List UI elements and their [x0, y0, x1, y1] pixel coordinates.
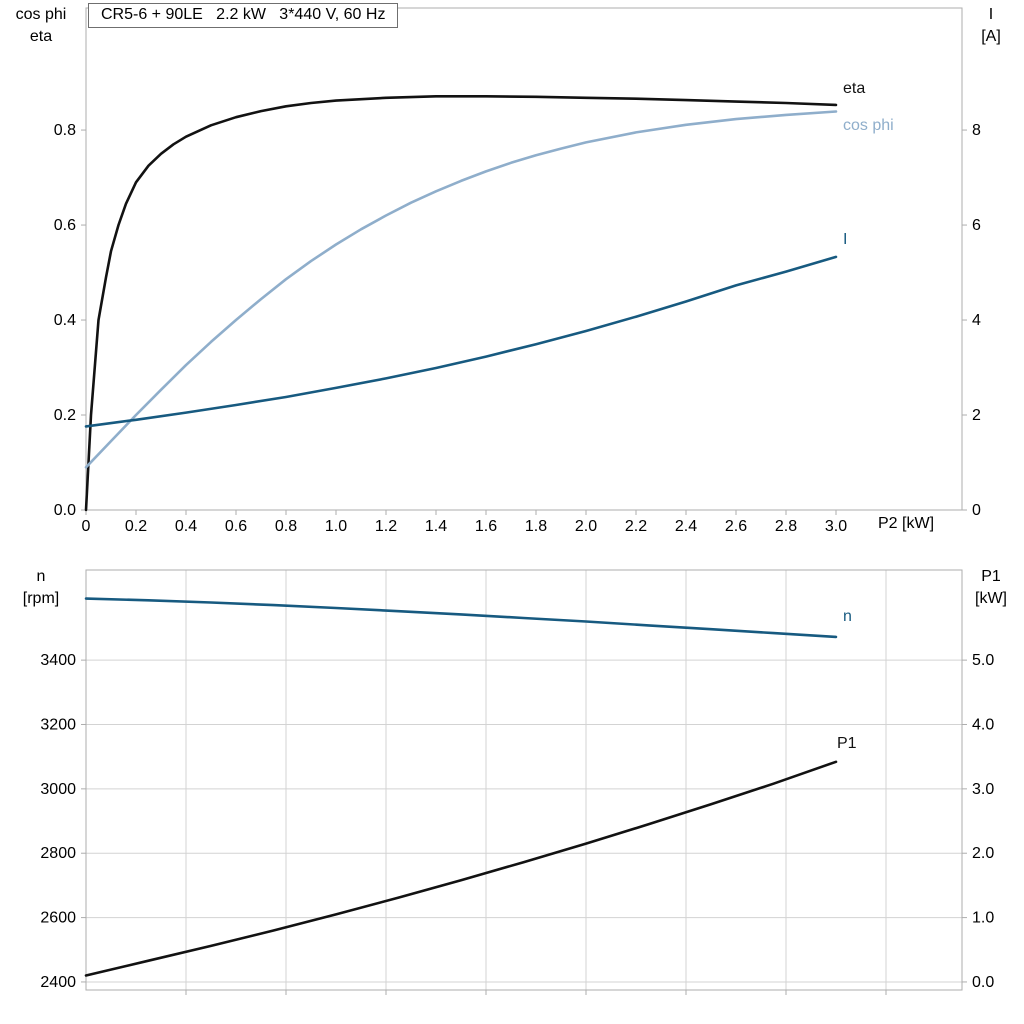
svg-text:6: 6 — [972, 217, 981, 234]
cosphi-axis-label: cos phi — [15, 6, 67, 23]
x-axis-label: P2 [kW] — [878, 515, 935, 532]
svg-text:1.0: 1.0 — [972, 910, 994, 927]
chart-title-box: CR5-6 + 90LE 2.2 kW 3*440 V, 60 Hz — [88, 3, 399, 28]
rpm-unit-label: [rpm] — [22, 590, 60, 607]
eta-axis-label: eta — [29, 28, 53, 45]
svg-text:2.0: 2.0 — [972, 845, 994, 862]
svg-text:0.8: 0.8 — [54, 122, 76, 139]
svg-text:0.4: 0.4 — [54, 312, 76, 329]
svg-text:0.2: 0.2 — [54, 407, 76, 424]
kw-unit-label: [kW] — [975, 590, 1007, 607]
svg-text:5.0: 5.0 — [972, 652, 994, 669]
curve-label-power: P1 — [837, 735, 857, 752]
speed-axis-label: n — [36, 568, 46, 585]
power-axis-label: P1 — [981, 568, 1001, 585]
svg-text:0.4: 0.4 — [175, 518, 197, 535]
svg-text:1.8: 1.8 — [525, 518, 547, 535]
svg-text:2.8: 2.8 — [775, 518, 797, 535]
svg-text:4.0: 4.0 — [972, 716, 994, 733]
svg-text:0.0: 0.0 — [972, 974, 994, 991]
svg-text:0: 0 — [972, 502, 981, 519]
svg-text:1.0: 1.0 — [325, 518, 347, 535]
svg-text:0: 0 — [82, 518, 91, 535]
svg-text:3200: 3200 — [40, 716, 76, 733]
svg-text:2800: 2800 — [40, 845, 76, 862]
svg-text:2600: 2600 — [40, 910, 76, 927]
curve-label-speed: n — [843, 608, 852, 625]
bottom-right-axis-title: P1 [kW] — [962, 566, 1020, 610]
svg-text:0.8: 0.8 — [275, 518, 297, 535]
svg-text:2.6: 2.6 — [725, 518, 747, 535]
bottom-left-axis-title: n [rpm] — [2, 566, 80, 610]
curve-label-cos-phi: cos phi — [843, 117, 894, 134]
svg-text:2: 2 — [972, 407, 981, 424]
svg-text:2.2: 2.2 — [625, 518, 647, 535]
current-axis-label: I — [988, 6, 994, 23]
svg-text:4: 4 — [972, 312, 981, 329]
svg-text:0.0: 0.0 — [54, 502, 76, 519]
svg-text:3400: 3400 — [40, 652, 76, 669]
svg-text:2400: 2400 — [40, 974, 76, 991]
svg-text:2.0: 2.0 — [575, 518, 597, 535]
svg-text:3000: 3000 — [40, 781, 76, 798]
top-left-axis-title: cos phi eta — [2, 4, 80, 48]
svg-text:0.2: 0.2 — [125, 518, 147, 535]
svg-text:1.2: 1.2 — [375, 518, 397, 535]
top-right-axis-title: I [A] — [962, 4, 1020, 48]
svg-text:0.6: 0.6 — [54, 217, 76, 234]
svg-text:1.4: 1.4 — [425, 518, 447, 535]
svg-text:8: 8 — [972, 122, 981, 139]
svg-text:3.0: 3.0 — [972, 781, 994, 798]
curve-label-current: I — [843, 231, 848, 248]
svg-text:1.6: 1.6 — [475, 518, 497, 535]
svg-text:2.4: 2.4 — [675, 518, 697, 535]
svg-text:0.6: 0.6 — [225, 518, 247, 535]
svg-text:3.0: 3.0 — [825, 518, 847, 535]
curve-label-eta: eta — [843, 80, 866, 97]
ampere-unit-label: [A] — [981, 28, 1001, 45]
